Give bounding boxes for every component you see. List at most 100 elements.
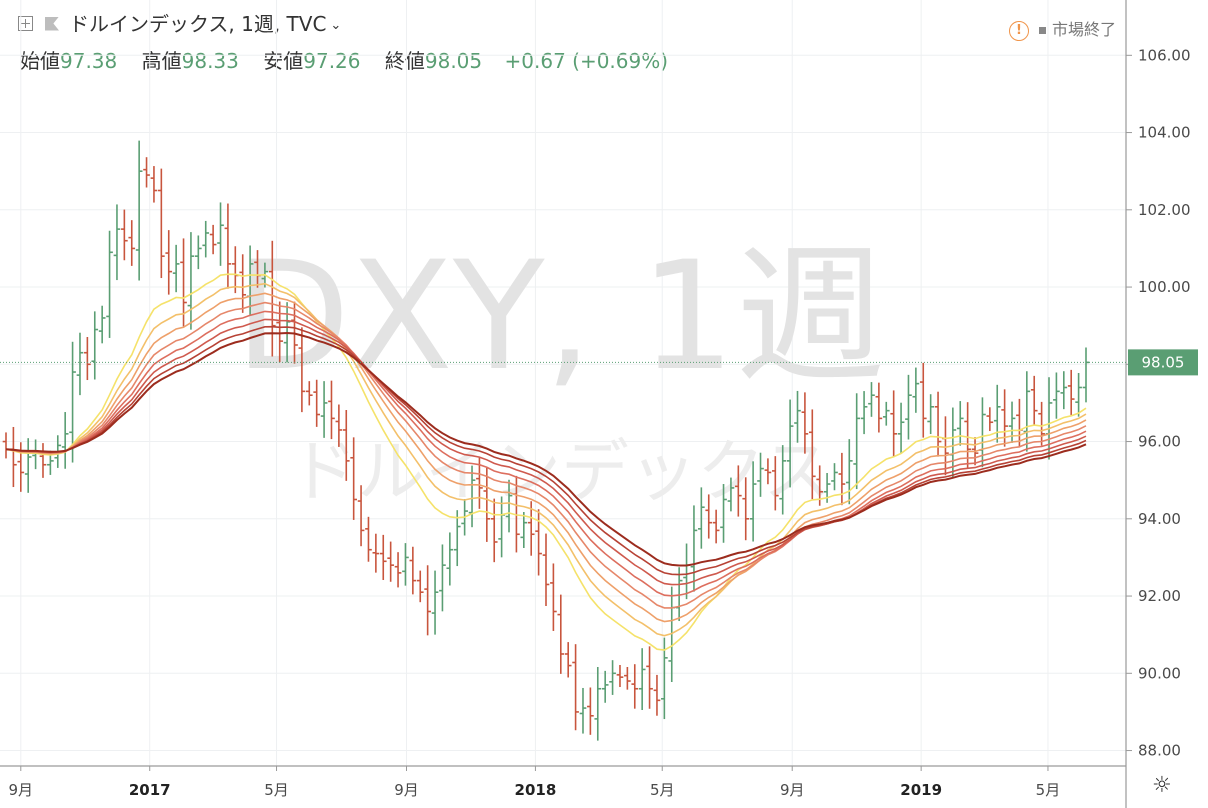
ohlc-bar xyxy=(601,670,609,703)
ema-line xyxy=(5,301,1087,609)
change-value: +0.67 (+0.69%) xyxy=(504,49,669,73)
ohlc-bar xyxy=(757,452,764,497)
chevron-down-icon[interactable]: ⌄ xyxy=(330,18,342,33)
ema-line xyxy=(5,273,1087,651)
ohlc-bar xyxy=(698,487,705,549)
ohlc-bar xyxy=(453,510,461,567)
ohlc-bar xyxy=(1038,401,1045,446)
ohlc-bar xyxy=(764,458,772,485)
ohlc-bar xyxy=(616,664,624,688)
ema-ribbon xyxy=(5,273,1087,651)
ohlc-bar xyxy=(705,494,713,539)
ohlc-bar xyxy=(897,402,905,454)
gear-icon[interactable]: ☼ xyxy=(1152,773,1172,798)
x-tick-label: 9月 xyxy=(394,781,419,799)
x-tick-label: 9月 xyxy=(9,781,34,799)
ohlc-bar xyxy=(1016,398,1023,447)
ohlc-bar xyxy=(720,484,727,543)
ohlc-bar xyxy=(794,390,801,443)
ohlc-bar xyxy=(550,563,557,631)
ohlc-bar xyxy=(712,509,720,544)
market-status: ! 市場終了 xyxy=(1008,16,1116,41)
ohlc-bar xyxy=(209,224,217,255)
ohlc-bar xyxy=(875,382,883,433)
ohlc-bar xyxy=(505,479,513,533)
ohlc-bar xyxy=(305,381,313,406)
warning-icon[interactable]: ! xyxy=(1008,20,1029,41)
ohlc-bars xyxy=(2,140,1090,741)
ohlc-bar xyxy=(690,505,698,592)
ohlc-bar xyxy=(609,660,616,695)
ohlc-bar xyxy=(594,667,602,741)
ohlc-bar xyxy=(890,390,897,458)
flag-icon xyxy=(45,16,59,31)
ohlc-bar xyxy=(986,407,994,432)
ohlc-bar xyxy=(268,240,276,357)
ohlc-bar xyxy=(882,401,890,426)
ohlc-bar xyxy=(128,220,136,266)
ohlc-bar xyxy=(1053,372,1060,419)
last-price-badge xyxy=(1128,349,1198,376)
ohlc-bar xyxy=(942,416,949,476)
ohlc-bar xyxy=(113,204,121,281)
y-tick-label: 102.00 xyxy=(1138,201,1191,219)
ohlc-bar xyxy=(742,477,750,541)
ohlc-bar xyxy=(490,498,498,563)
ohlc-bar xyxy=(542,533,550,607)
ohlc-bar xyxy=(224,203,232,289)
ohlc-bar xyxy=(579,687,587,734)
ohlc-bar xyxy=(624,666,631,690)
low-value: 97.26 xyxy=(303,49,361,73)
ema-line xyxy=(5,318,1087,586)
ohlc-bar xyxy=(860,391,868,435)
ohlc-bar xyxy=(905,374,912,440)
ohlc-bar xyxy=(564,642,572,678)
ohlc-bar xyxy=(372,533,380,573)
ohlc-bar xyxy=(298,327,306,413)
ohlc-bar xyxy=(387,541,394,582)
y-tick-label: 104.00 xyxy=(1138,124,1191,142)
ohlc-bar xyxy=(527,501,535,556)
ohlc-bar xyxy=(439,544,446,612)
ohlc-bar xyxy=(431,570,439,635)
ohlc-bar xyxy=(195,235,202,270)
y-tick-label: 94.00 xyxy=(1138,510,1181,528)
ohlc-bar xyxy=(557,594,565,674)
ohlc-bar xyxy=(661,637,668,720)
ohlc-bar xyxy=(24,438,32,493)
ohlc-bar xyxy=(771,456,779,511)
ohlc-bar xyxy=(683,543,690,600)
ohlc-bar xyxy=(61,412,69,469)
ema-line xyxy=(5,310,1087,597)
symbol-title[interactable]: ドルインデックス, 1週, TVC xyxy=(69,12,327,36)
watermark-name: ドルインデックス xyxy=(289,433,831,512)
ohlc-bar xyxy=(446,532,454,586)
ohlc-bar xyxy=(1082,347,1090,403)
ohlc-bar xyxy=(786,399,794,488)
ohlc-bar xyxy=(735,465,742,517)
x-tick-label: 2018 xyxy=(515,781,557,799)
ohlc-bar xyxy=(165,230,173,295)
ohlc-bar xyxy=(934,391,942,457)
ohlc-bar xyxy=(135,140,143,281)
ohlc-bar xyxy=(653,674,661,716)
ohlc-bar xyxy=(646,646,653,709)
ohlc-bar xyxy=(150,166,158,203)
ohlc-bar xyxy=(631,664,639,709)
market-status-text: 市場終了 xyxy=(1051,20,1116,39)
ohlc-bar xyxy=(239,254,247,313)
ohlc-bar xyxy=(365,516,372,562)
ohlc-bar xyxy=(416,570,424,603)
ohlc-bar xyxy=(572,644,579,731)
ohlc-bar xyxy=(808,409,816,500)
ema-line xyxy=(5,325,1087,576)
x-tick-label: 5月 xyxy=(264,781,289,799)
ohlc-bar xyxy=(379,534,387,580)
ema-line xyxy=(5,282,1087,637)
collapse-icon[interactable] xyxy=(18,16,33,31)
x-tick-label: 5月 xyxy=(650,781,675,799)
ohlc-bar xyxy=(158,168,165,279)
ohlc-bar xyxy=(342,409,350,481)
